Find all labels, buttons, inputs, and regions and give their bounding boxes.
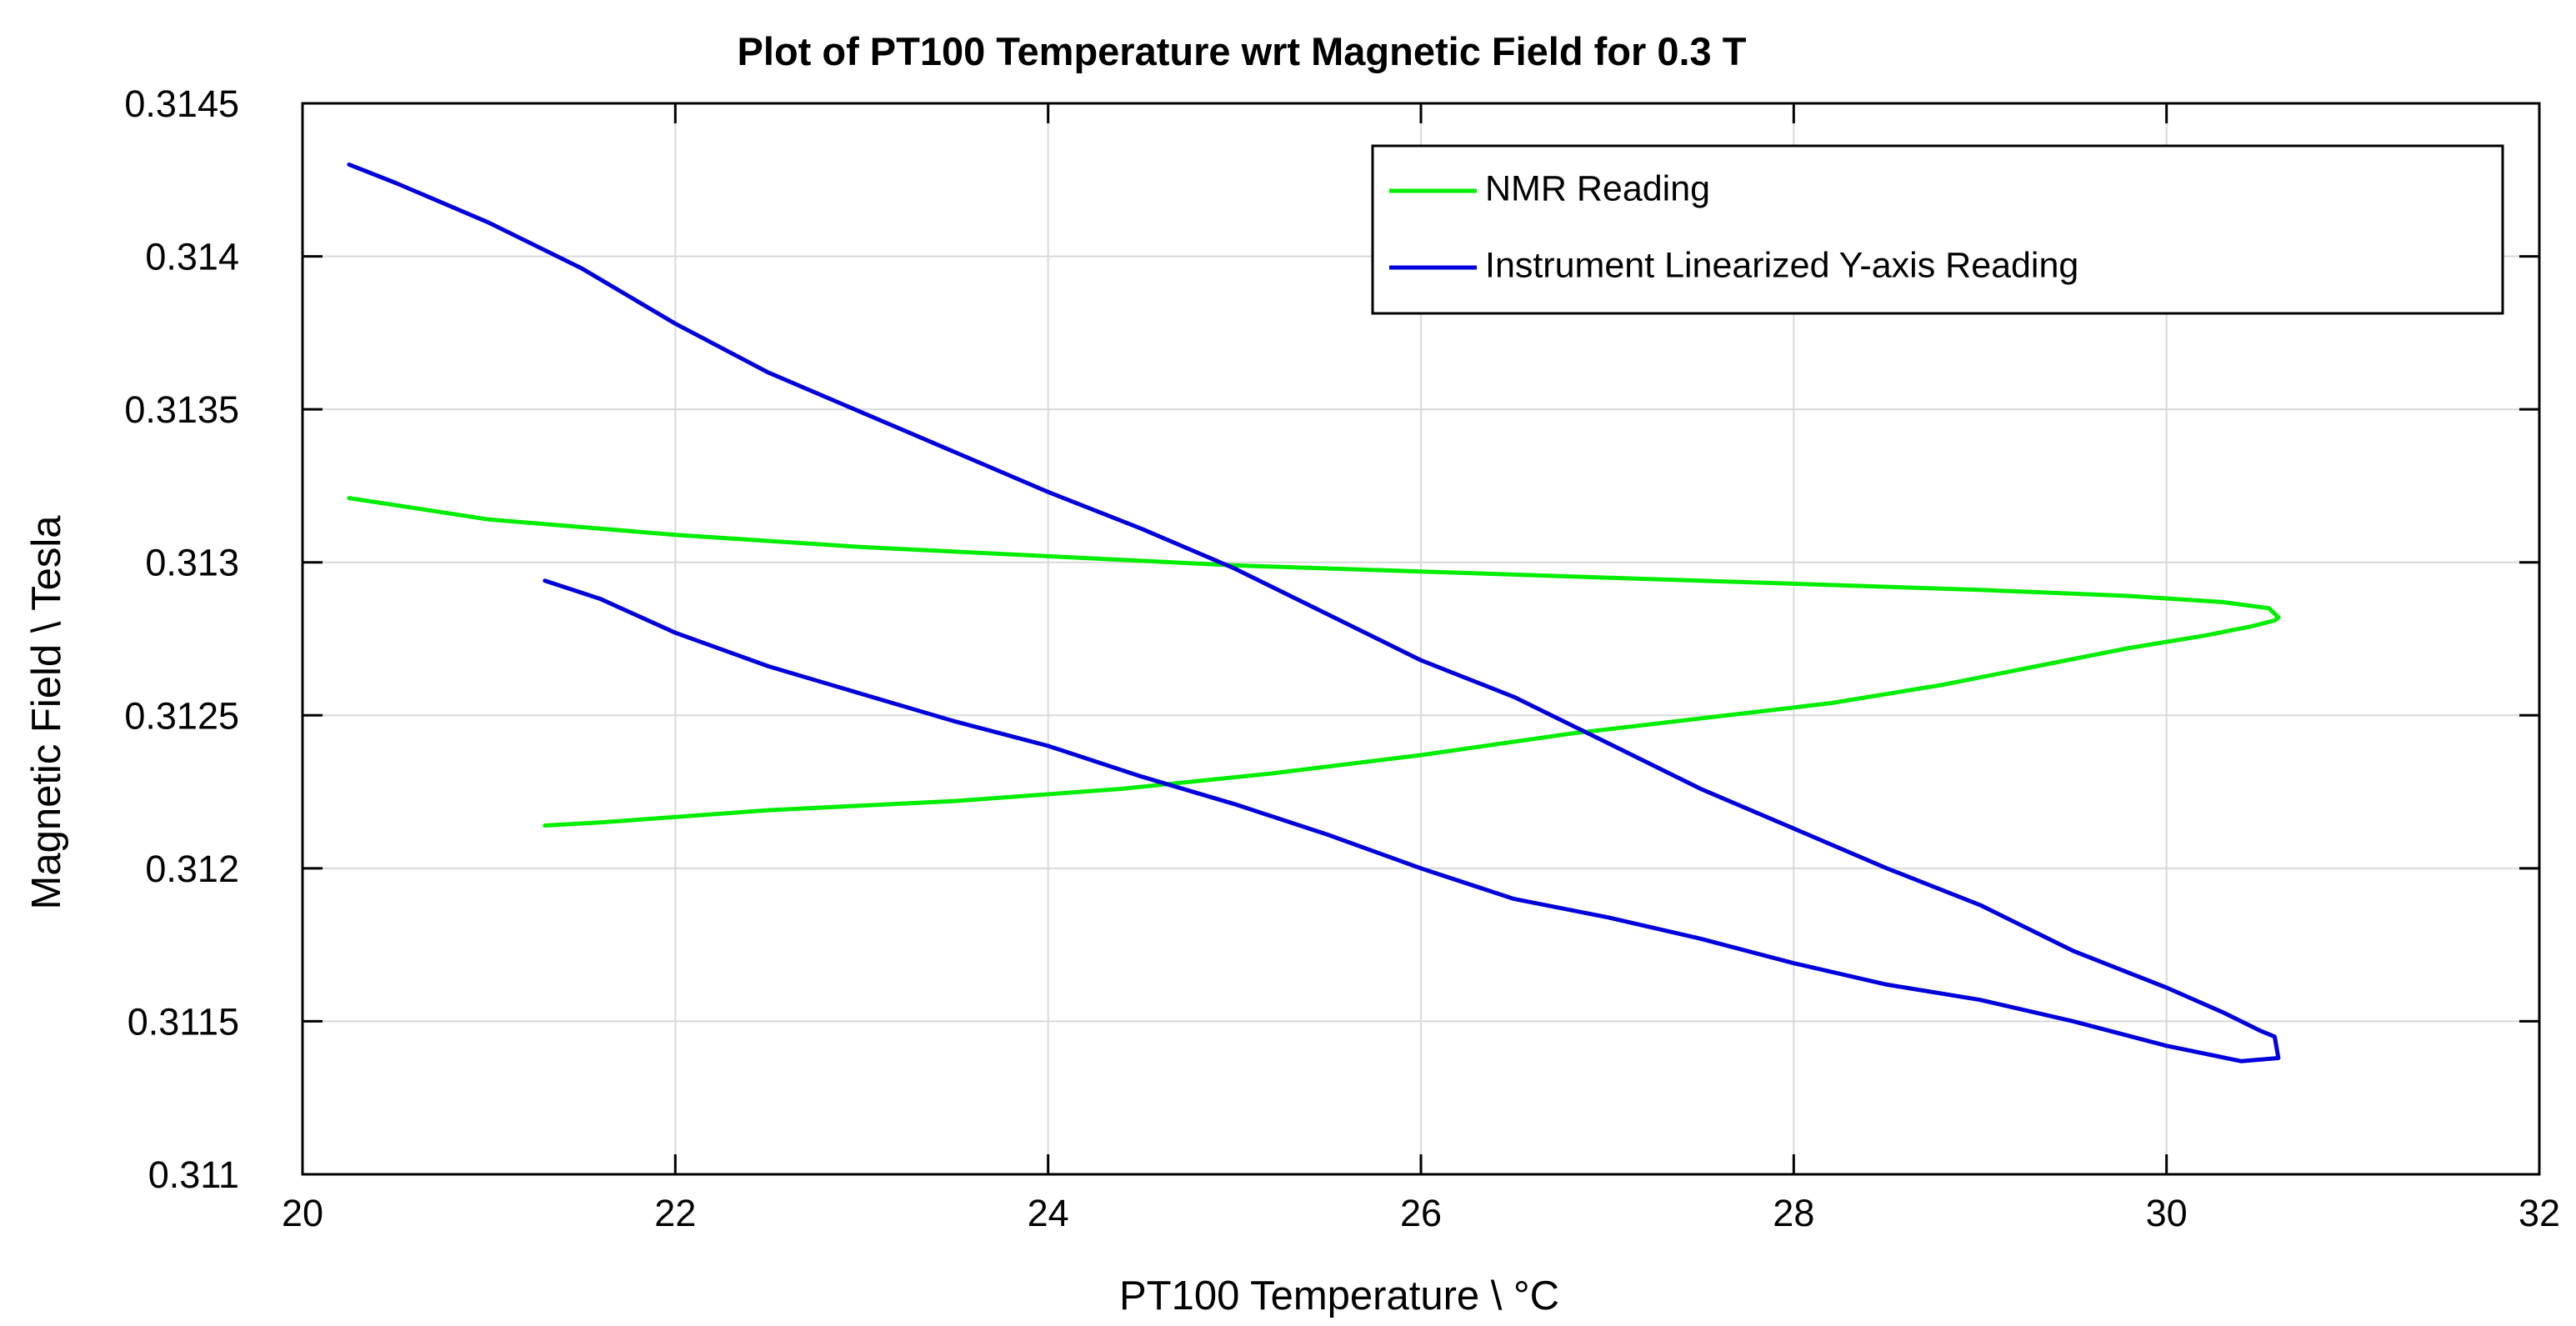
series-layer — [347, 162, 2281, 1063]
y-tick-label: 0.311 — [148, 1153, 239, 1196]
x-tick-label: 28 — [1773, 1192, 1814, 1234]
x-axis-title: PT100 Temperature \ °C — [1119, 1273, 1559, 1318]
ticks — [301, 102, 2541, 1176]
x-tick-label: 32 — [2518, 1192, 2560, 1234]
series-line-nmr — [347, 496, 2281, 828]
legend-box — [1371, 144, 2504, 315]
legend: NMR Reading Instrument Linearized Y-axis… — [1371, 144, 2504, 315]
series-line-instrument — [347, 162, 2281, 1063]
tick-labels: 20 22 24 26 28 30 32 0.311 0.3115 0.312 0.3125 0.31… — [124, 83, 2560, 1234]
y-tick-label: 0.312 — [145, 848, 239, 890]
x-tick-label: 24 — [1028, 1192, 1069, 1234]
y-tick-label: 0.314 — [145, 236, 239, 278]
y-tick-label: 0.313 — [145, 542, 239, 584]
x-tick-label: 26 — [1400, 1192, 1442, 1234]
x-tick-label: 20 — [282, 1192, 323, 1234]
x-tick-label: 30 — [2146, 1192, 2188, 1234]
y-tick-label: 0.3125 — [124, 694, 239, 737]
y-tick-label: 0.3115 — [128, 1000, 239, 1043]
y-axis-title: Magnetic Field \ Tesla — [24, 515, 69, 910]
legend-label-instrument: Instrument Linearized Y-axis Reading — [1485, 245, 2078, 285]
chart-title: Plot of PT100 Temperature wrt Magnetic F… — [738, 29, 1747, 73]
legend-label-nmr: NMR Reading — [1485, 168, 1710, 208]
x-tick-label: 22 — [654, 1192, 696, 1234]
y-tick-label: 0.3145 — [124, 83, 239, 125]
y-tick-label: 0.3135 — [124, 388, 239, 431]
